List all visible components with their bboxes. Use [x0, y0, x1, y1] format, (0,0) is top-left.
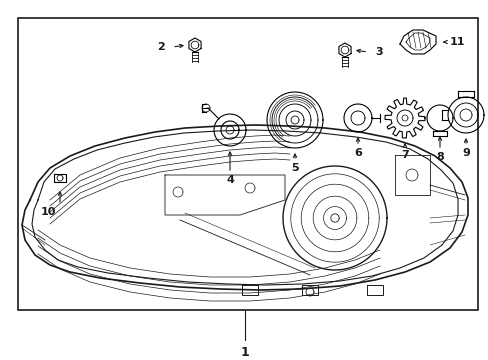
- Text: 8: 8: [435, 152, 443, 162]
- Text: 2: 2: [157, 42, 164, 52]
- Text: 10: 10: [40, 207, 56, 217]
- Text: 4: 4: [225, 175, 233, 185]
- Text: 5: 5: [290, 163, 298, 173]
- Text: 6: 6: [353, 148, 361, 158]
- Text: 3: 3: [374, 47, 382, 57]
- Text: 1: 1: [240, 346, 249, 359]
- Text: 7: 7: [400, 150, 408, 160]
- Bar: [18, 18, 477, 310]
- Text: 11: 11: [449, 37, 465, 47]
- Text: 9: 9: [461, 148, 469, 158]
